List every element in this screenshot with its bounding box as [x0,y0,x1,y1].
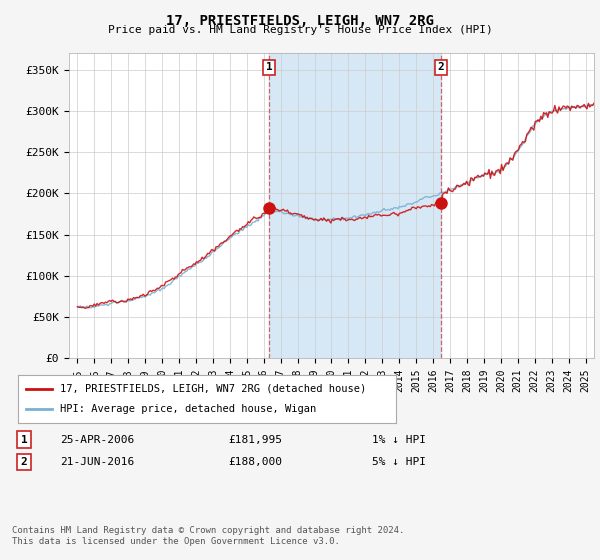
Bar [269,53,441,358]
Text: 17, PRIESTFIELDS, LEIGH, WN7 2RG: 17, PRIESTFIELDS, LEIGH, WN7 2RG [166,14,434,28]
Text: £181,995: £181,995 [228,435,282,445]
Text: 25-APR-2006: 25-APR-2006 [60,435,134,445]
Text: 1: 1 [20,435,28,445]
Text: Price paid vs. HM Land Registry's House Price Index (HPI): Price paid vs. HM Land Registry's House … [107,25,493,35]
Text: HPI: Average price, detached house, Wigan: HPI: Average price, detached house, Wiga… [59,404,316,414]
Text: 17, PRIESTFIELDS, LEIGH, WN7 2RG (detached house): 17, PRIESTFIELDS, LEIGH, WN7 2RG (detach… [59,384,366,394]
Text: 21-JUN-2016: 21-JUN-2016 [60,457,134,467]
Text: Contains HM Land Registry data © Crown copyright and database right 2024.
This d: Contains HM Land Registry data © Crown c… [12,526,404,546]
Text: 2: 2 [20,457,28,467]
Text: 2: 2 [437,62,445,72]
Text: £188,000: £188,000 [228,457,282,467]
Text: 1: 1 [266,62,272,72]
Text: 1% ↓ HPI: 1% ↓ HPI [372,435,426,445]
Text: 5% ↓ HPI: 5% ↓ HPI [372,457,426,467]
